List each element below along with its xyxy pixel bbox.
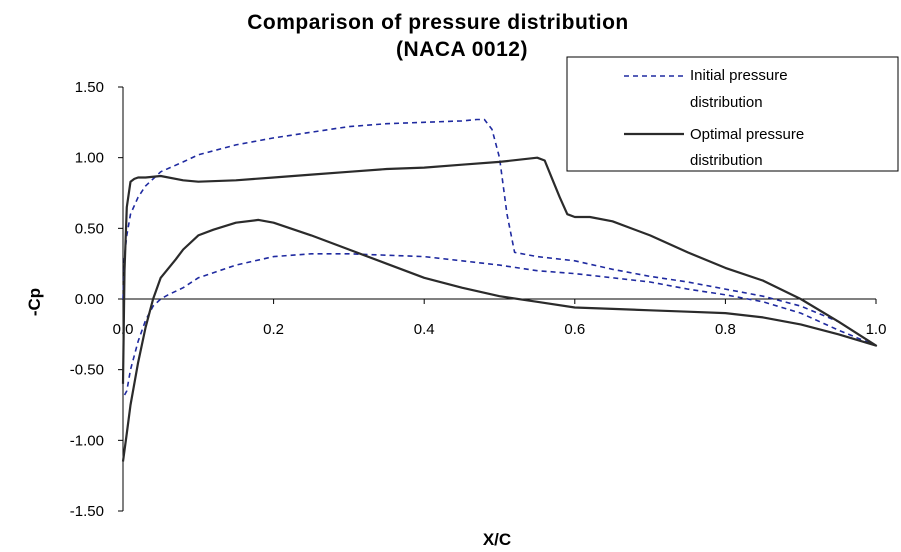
- series-layer: [121, 118, 878, 462]
- legend-label: Initial pressure distribution: [690, 67, 788, 111]
- y-tick-label: -1.00: [70, 432, 104, 449]
- y-tick-label: 0.50: [75, 220, 104, 237]
- optimal-pressure-line: [121, 156, 878, 462]
- x-tick-label: 0.8: [715, 321, 736, 338]
- y-tick-label: 1.50: [75, 79, 104, 96]
- y-tick-label: -1.50: [70, 503, 104, 520]
- y-tick-label: -0.50: [70, 362, 104, 379]
- x-tick-label: 0.4: [414, 321, 435, 338]
- chart-title: Comparison of pressure distribution: [247, 11, 629, 34]
- legend-label: Optimal pressure distribution: [690, 126, 804, 169]
- x-tick-label: 0.6: [564, 321, 585, 338]
- y-tick-label: 1.00: [75, 150, 104, 167]
- y-axis-label: -Cp: [25, 288, 44, 316]
- y-tick-label: 0.00: [75, 291, 104, 308]
- initial-pressure-line: [122, 118, 877, 399]
- x-tick-label: 1.0: [866, 321, 887, 338]
- legend: Initial pressure distribution Optimal pres…: [566, 56, 899, 172]
- chart-subtitle: (NACA 0012): [396, 38, 528, 61]
- legend-box: [566, 56, 899, 172]
- x-tick-label: 0.2: [263, 321, 284, 338]
- x-axis-label: X/C: [483, 530, 511, 549]
